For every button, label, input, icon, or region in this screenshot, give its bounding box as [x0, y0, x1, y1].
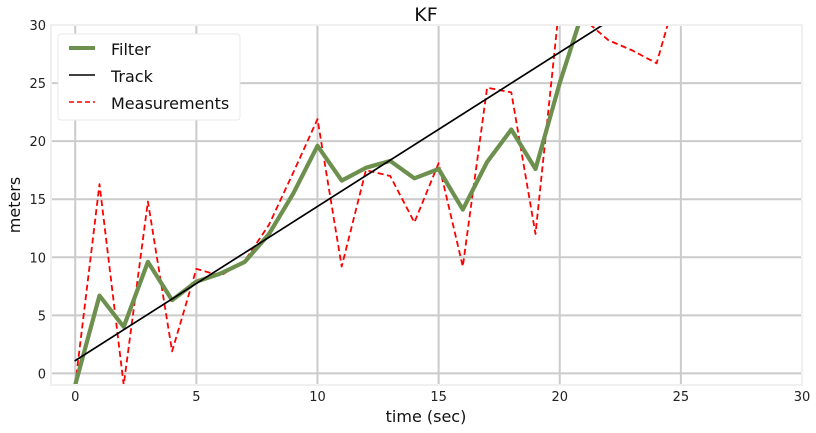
series-layer [73, 25, 669, 385]
y-tick-label: 15 [29, 193, 46, 208]
y-tick-label: 0 [38, 367, 46, 382]
legend-track-label: Track [110, 67, 154, 86]
x-tick-label: 5 [192, 390, 200, 405]
x-tick-labels: 0 5 10 15 20 25 30 [71, 390, 810, 405]
series-line-measurements [74, 25, 669, 385]
y-tick-label: 5 [38, 309, 46, 324]
x-tick-label: 10 [309, 390, 326, 405]
y-tick-label: 25 [29, 77, 46, 92]
legend-filter-label: Filter [111, 40, 151, 59]
legend: Filter Track Measurements [57, 33, 241, 121]
x-tick-label: 0 [71, 390, 79, 405]
y-axis-label: meters [5, 177, 24, 233]
y-tick-labels: 0 5 10 15 20 25 30 [29, 19, 46, 382]
y-tick-label: 20 [29, 135, 46, 150]
x-tick-label: 25 [673, 390, 690, 405]
x-tick-label: 30 [794, 390, 811, 405]
legend-box [57, 33, 241, 121]
y-tick-label: 10 [29, 251, 46, 266]
series-line-track [74, 25, 605, 362]
plot-frame [50, 24, 803, 386]
x-tick-label: 20 [551, 390, 568, 405]
x-axis-label: time (sec) [386, 407, 467, 426]
chart-title: KF [414, 4, 437, 26]
legend-measurements-label: Measurements [111, 94, 229, 113]
series-line-filter [73, 25, 581, 385]
x-tick-label: 15 [430, 390, 447, 405]
y-tick-label: 30 [29, 19, 46, 34]
